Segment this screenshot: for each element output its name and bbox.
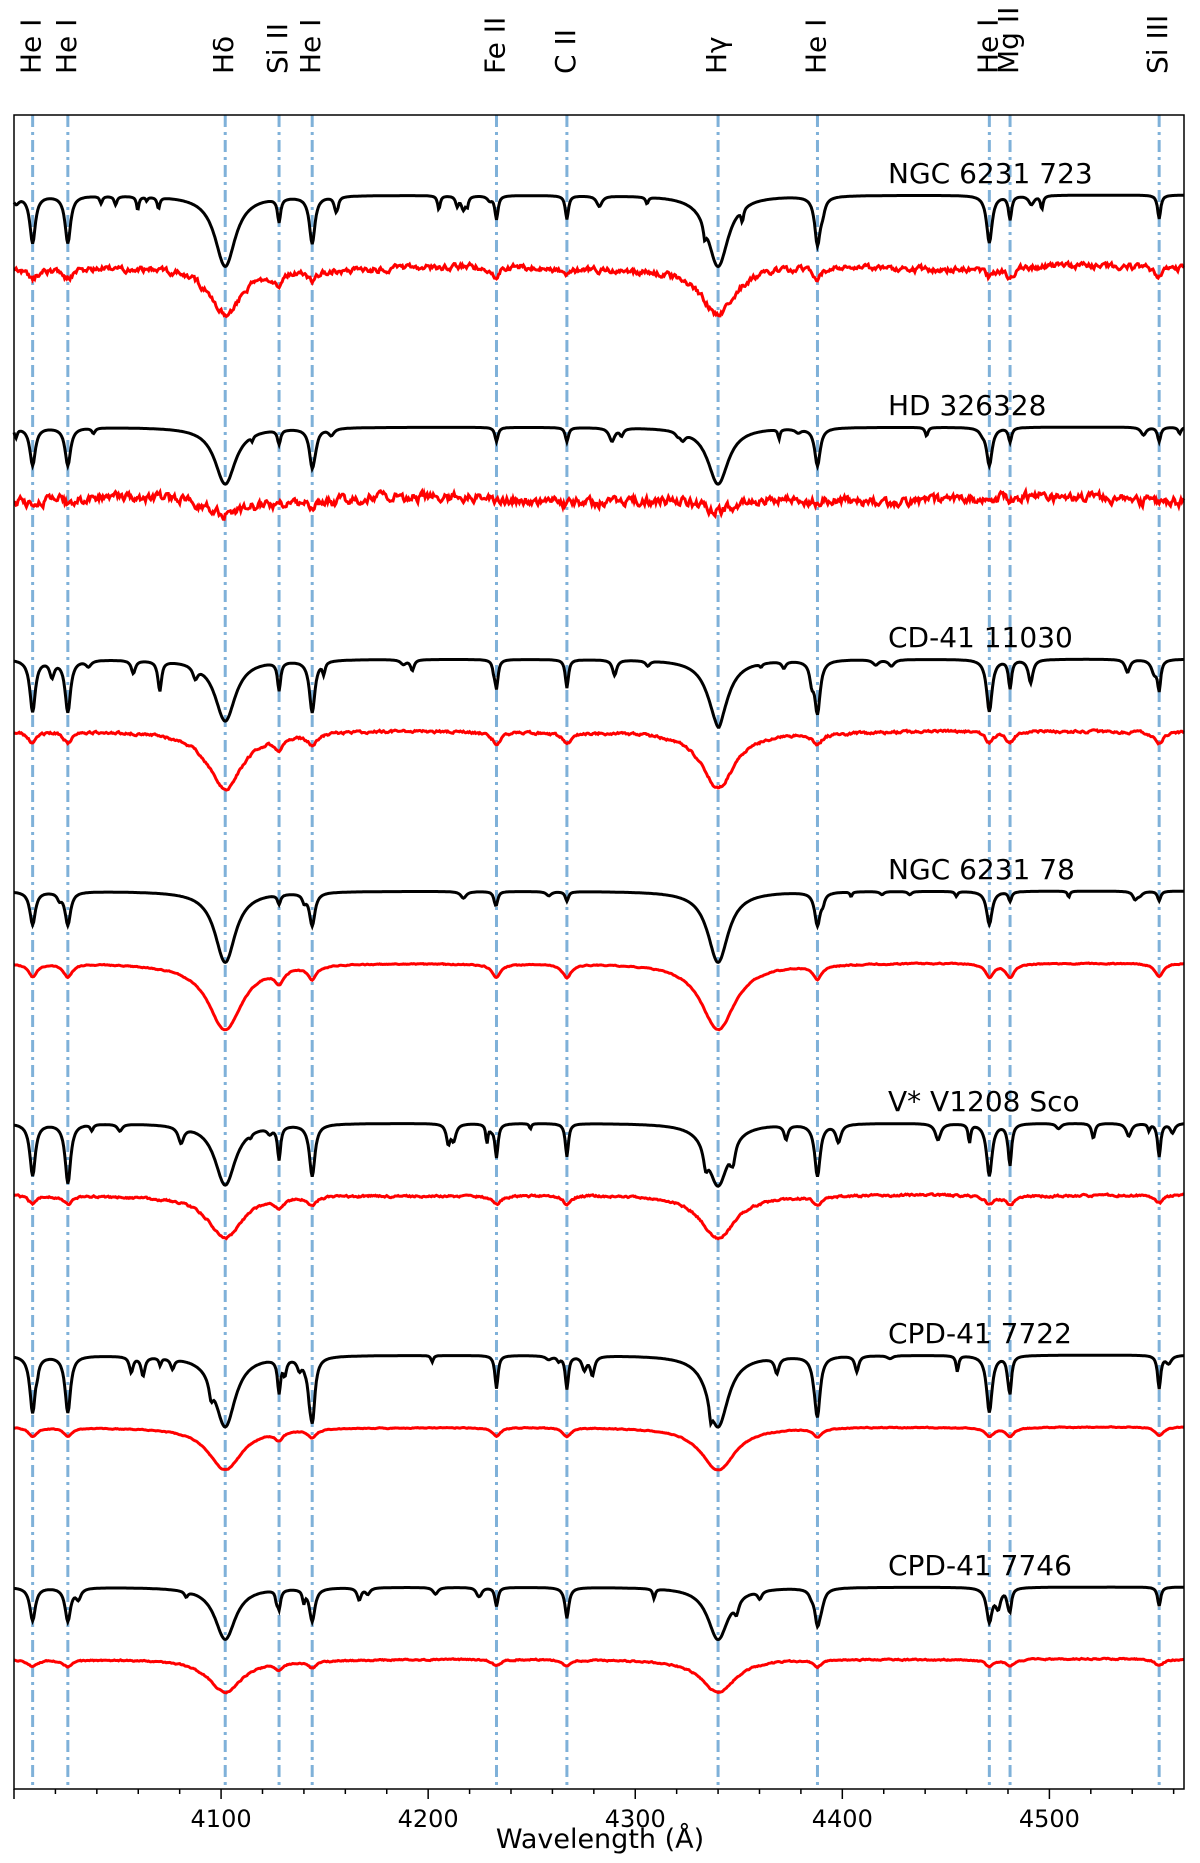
- model-spectrum-ngc-6231-78: [13, 889, 1184, 965]
- spectral-line-markers: [31, 115, 1161, 1789]
- star-name-labels: NGC 6231 723 HD 326328 CD-41 11030 NGC 6231…: [888, 157, 1093, 1582]
- spectra-traces: [12, 193, 1186, 1695]
- star-label-hd-326328: HD 326328: [888, 389, 1046, 422]
- star-label-cpd-41-7746: CPD-41 7746: [888, 1549, 1072, 1582]
- star-label-cpd-41-7722: CPD-41 7722: [888, 1317, 1072, 1350]
- x-tick-label: 4100: [191, 1805, 252, 1833]
- star-label-ngc-6231-78: NGC 6231 78: [888, 853, 1075, 886]
- line-label-he-i: He I: [294, 19, 327, 74]
- observed-spectrum-v-v1208-sco: [13, 1192, 1184, 1241]
- line-label-h: Hδ: [207, 36, 240, 74]
- observed-spectrum-ngc-6231-78: [13, 961, 1184, 1032]
- observed-spectrum-hd-326328: [13, 486, 1186, 521]
- model-spectrum-v-v1208-sco: [13, 1122, 1185, 1188]
- line-label-h: Hγ: [700, 36, 733, 74]
- line-label-si-iii: Si III: [1141, 15, 1174, 74]
- model-spectrum-cpd-41-7722: [13, 1353, 1185, 1429]
- observed-spectrum-cpd-41-7722: [14, 1425, 1185, 1472]
- model-spectrum-cd-41-11030: [13, 657, 1184, 729]
- line-label-c-ii: C II: [549, 29, 582, 74]
- star-label-cd-41-11030: CD-41 11030: [888, 621, 1073, 654]
- line-label-he-i: He I: [971, 19, 1004, 74]
- line-label-fe-ii: Fe II: [478, 17, 511, 74]
- observed-spectrum-ngc-6231-723: [13, 259, 1185, 319]
- model-spectrum-ngc-6231-723: [12, 193, 1184, 269]
- line-label-he-i: He I: [799, 19, 832, 74]
- line-label-he-i: He I: [15, 19, 48, 74]
- x-tick-label: 4500: [1019, 1805, 1080, 1833]
- model-spectrum-hd-326328: [12, 425, 1185, 486]
- x-tick-label: 4400: [812, 1805, 873, 1833]
- observed-spectrum-cd-41-11030: [13, 728, 1185, 792]
- x-tick-label: 4300: [605, 1805, 666, 1833]
- star-label-v-v1208-sco: V* V1208 Sco: [888, 1085, 1080, 1118]
- line-label-he-i: He I: [50, 19, 83, 74]
- star-label-ngc-6231-723: NGC 6231 723: [888, 157, 1093, 190]
- x-axis-ticks: 4100 4200 4300 4400 4500: [13, 1789, 1175, 1833]
- x-axis-label: Wavelength (Å): [496, 1823, 704, 1855]
- line-label-si-ii: Si II: [261, 23, 294, 74]
- x-tick-label: 4200: [398, 1805, 459, 1833]
- plot-frame: [13, 114, 1185, 1790]
- observed-spectrum-cpd-41-7746: [13, 1656, 1185, 1695]
- line-label-mg-ii: Mg II: [992, 7, 1025, 74]
- spectral-line-labels: He I He I Hδ Si II He I Fe II C II Hγ He I He IMg…: [15, 7, 1175, 74]
- model-spectrum-cpd-41-7746: [13, 1585, 1184, 1642]
